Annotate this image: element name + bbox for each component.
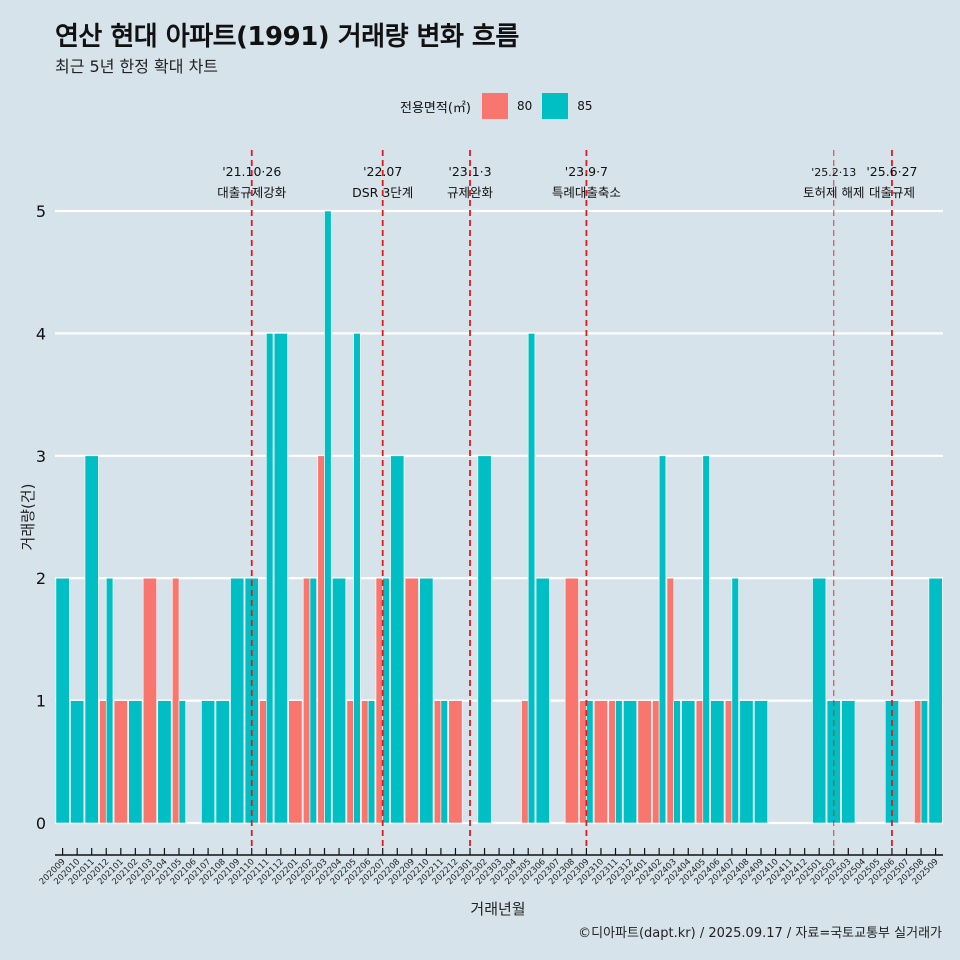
bar — [361, 700, 369, 824]
bar — [113, 700, 128, 824]
y-tick-label: 2 — [36, 569, 46, 588]
bar — [332, 577, 347, 824]
legend-title: 전용면적(㎡) — [400, 100, 471, 116]
x-axis-title: 거래년월 — [470, 900, 525, 918]
bar — [928, 577, 943, 824]
bar — [914, 700, 922, 824]
bar — [527, 333, 536, 824]
bar — [201, 700, 216, 824]
chart-title: 연산 현대 아파트(1991) 거래량 변화 흐름 — [55, 22, 519, 52]
bar — [615, 700, 623, 824]
bar — [273, 333, 288, 824]
bar — [230, 577, 245, 824]
bar — [739, 700, 754, 824]
annotation-date: '21.10·26 — [222, 164, 281, 179]
bar — [157, 700, 172, 824]
bar — [593, 700, 608, 824]
bar — [521, 700, 529, 824]
annotation-label: 대출규제강화 — [217, 185, 287, 200]
bar — [681, 700, 696, 824]
annotation-date: '23.1·3 — [448, 164, 491, 179]
bar — [265, 333, 274, 824]
bar — [172, 577, 180, 824]
bar — [724, 700, 733, 824]
bar — [259, 700, 267, 824]
bar — [105, 577, 114, 824]
bar — [70, 700, 85, 824]
y-axis-title: 거래량(건) — [19, 484, 37, 551]
bar — [99, 700, 107, 824]
y-tick-label: 0 — [36, 814, 46, 833]
legend-swatch-80 — [481, 93, 508, 119]
bar — [302, 577, 311, 824]
bar — [652, 700, 660, 824]
bar — [84, 455, 99, 824]
y-tick-label: 3 — [36, 447, 46, 466]
bar — [178, 700, 186, 824]
legend-label-80: 80 — [516, 99, 533, 113]
annotation-date: '23.9·7 — [565, 164, 608, 179]
bar — [55, 577, 70, 824]
bar — [367, 700, 376, 824]
legend: 전용면적(㎡) 80 85 — [400, 93, 603, 119]
bar — [448, 700, 463, 824]
annotation-label: 규제완화 — [447, 185, 494, 200]
annotation-label: 대출규제 — [869, 185, 915, 200]
bar — [658, 455, 667, 824]
bar — [695, 700, 704, 824]
bar — [579, 700, 587, 824]
legend-swatch-85 — [542, 93, 569, 119]
bar — [623, 700, 638, 824]
y-tick-label: 4 — [36, 324, 46, 343]
bar — [375, 577, 383, 824]
annotation-label: 특례대출축소 — [552, 185, 621, 200]
bar — [433, 700, 442, 824]
bar — [142, 577, 157, 824]
bar — [440, 700, 448, 824]
y-tick-label: 5 — [36, 202, 46, 221]
bar — [637, 700, 652, 824]
bar — [812, 577, 827, 824]
bar — [753, 700, 768, 824]
bar — [382, 577, 390, 824]
annotation-label: 토허제 해제 — [803, 185, 864, 200]
annotation-date: '22.07 — [363, 164, 402, 179]
bar — [731, 577, 739, 824]
bar — [309, 577, 317, 824]
bar — [710, 700, 725, 824]
bar — [215, 700, 230, 824]
bar — [128, 700, 143, 824]
bar — [535, 577, 550, 824]
bar — [702, 455, 710, 824]
bar — [586, 700, 594, 824]
bar — [404, 577, 419, 824]
annotation-label: DSR 3단계 — [352, 185, 413, 200]
bar — [666, 577, 674, 824]
bar — [390, 455, 405, 824]
footer-credit: ©디아파트(dapt.kr) / 2025.09.17 / 자료=국토교통부 실… — [578, 926, 942, 941]
bar — [324, 210, 332, 824]
bar — [288, 700, 303, 824]
legend-label-85: 85 — [577, 99, 593, 113]
bar — [477, 455, 492, 824]
annotation-date: '25.6·27 — [866, 164, 917, 179]
bar — [353, 333, 361, 824]
bar — [317, 455, 325, 824]
bar — [841, 700, 856, 824]
bar — [564, 577, 579, 824]
bar — [920, 700, 929, 824]
bar — [673, 700, 681, 824]
bar — [346, 700, 354, 824]
bar — [419, 577, 434, 824]
y-tick-label: 1 — [36, 692, 46, 711]
annotation-date: '25.2·13 — [811, 166, 856, 179]
chart-subtitle: 최근 5년 한정 확대 차트 — [55, 57, 219, 76]
bar — [608, 700, 616, 824]
